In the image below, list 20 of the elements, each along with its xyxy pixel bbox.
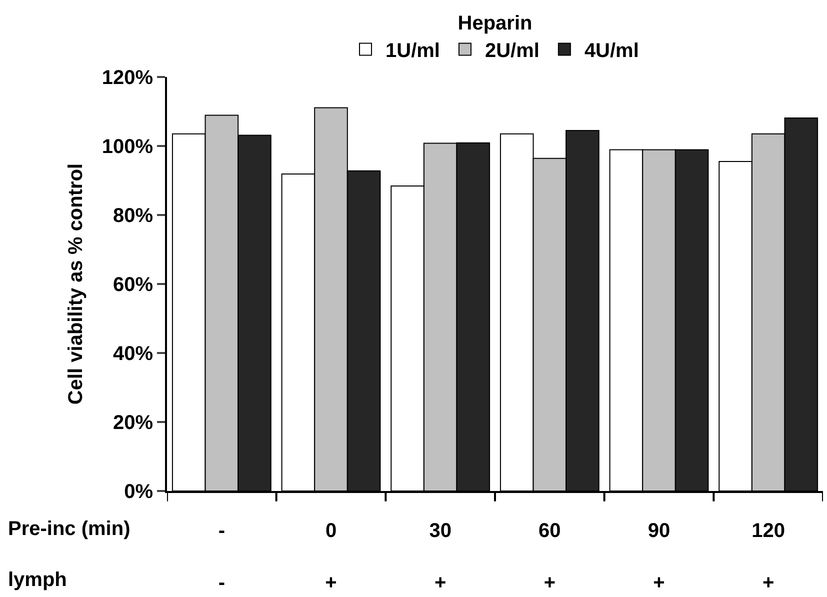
y-tick-label: 20%	[112, 412, 154, 434]
legend-title: Heparin	[458, 12, 532, 35]
legend-label: 1U/ml	[386, 40, 440, 62]
y-tick-label: 40%	[112, 343, 154, 365]
y-tick-label: 60%	[112, 274, 154, 296]
legend-label: 2U/ml	[484, 40, 540, 62]
category-label: 60 +	[538, 520, 561, 594]
category-label: - -	[218, 520, 226, 594]
text: Pre-inc (min)	[8, 518, 130, 540]
text: lymph	[8, 569, 67, 591]
y-axis-title: Cell viability as % control	[64, 163, 87, 405]
category-label: 0 +	[325, 520, 337, 594]
y-tick-label: 80%	[112, 205, 154, 227]
y-tick-label: 0%	[124, 481, 154, 503]
legend-label: 4U/ml	[584, 40, 639, 62]
y-tick-label: 100%	[102, 136, 154, 158]
category-label: 120 +	[752, 520, 786, 594]
y-tick-label: 120%	[102, 67, 154, 89]
category-label: 30 +	[429, 520, 452, 594]
category-label: 90 +	[648, 520, 670, 594]
